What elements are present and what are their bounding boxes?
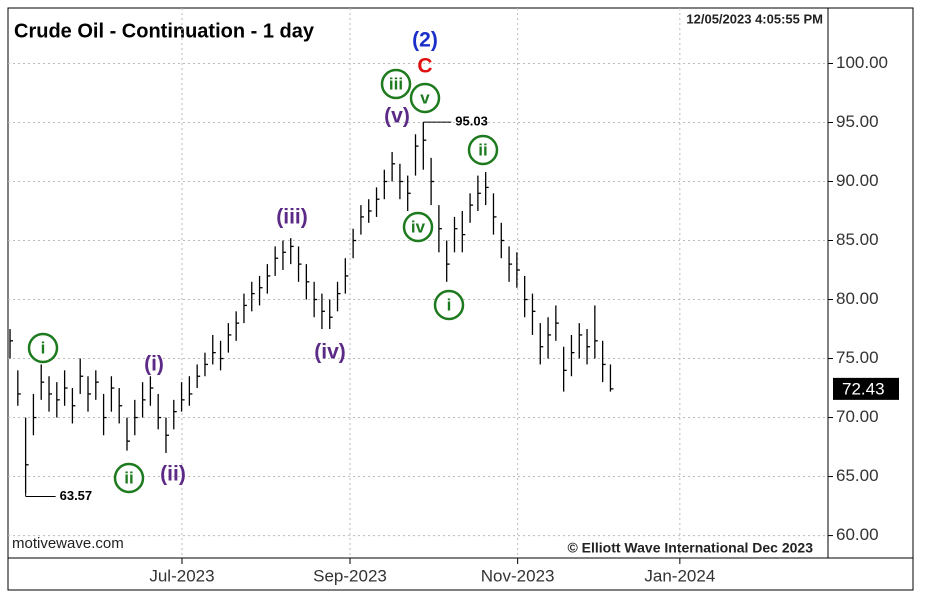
- wave-label: (iii): [276, 206, 308, 229]
- wave-label: i: [447, 295, 452, 314]
- y-tick-label: 95.00: [836, 112, 879, 131]
- y-tick-label: 90.00: [836, 171, 879, 190]
- wave-label: ii: [478, 140, 487, 159]
- wave-label: ii: [124, 468, 133, 487]
- wave-label: (i): [144, 353, 164, 376]
- high-label: 95.03: [455, 114, 488, 129]
- wave-label: iii: [389, 74, 403, 93]
- source: motivewave.com: [12, 535, 124, 552]
- wave-circle: [27, 332, 59, 364]
- y-tick-label: 65.00: [836, 466, 879, 485]
- wave-label: (iv): [314, 341, 346, 364]
- chart-title: Crude Oil - Continuation - 1 day: [14, 20, 315, 42]
- wave-circle: [467, 134, 499, 166]
- wave-label: iv: [411, 217, 426, 236]
- wave-circle: [402, 211, 434, 243]
- wave-label: (2): [412, 29, 438, 52]
- wave-circle: [113, 462, 145, 494]
- wave-circle: [380, 68, 412, 100]
- wave-label: (v): [384, 105, 410, 128]
- wave-label: v: [420, 88, 430, 107]
- y-tick-label: 100.00: [836, 53, 888, 72]
- copyright: © Elliott Wave International Dec 2023: [567, 540, 813, 556]
- price-tag: [833, 377, 899, 400]
- price-tag-label: 72.43: [842, 379, 885, 398]
- y-tick-label: 80.00: [836, 289, 879, 308]
- y-tick-label: 75.00: [836, 348, 879, 367]
- wave-circle: [409, 82, 441, 114]
- y-tick-label: 70.00: [836, 407, 879, 426]
- x-tick-label: Jul-2023: [149, 566, 214, 585]
- y-tick-label: 60.00: [836, 525, 879, 544]
- wave-label: (ii): [160, 463, 186, 486]
- x-tick-label: Nov-2023: [481, 566, 555, 585]
- wave-label: i: [41, 338, 46, 357]
- y-tick-label: 85.00: [836, 230, 879, 249]
- low-label: 63.57: [60, 488, 93, 503]
- x-tick-label: Jan-2024: [644, 566, 715, 585]
- timestamp: 12/05/2023 4:05:55 PM: [686, 11, 823, 26]
- wave-circle: [433, 289, 465, 321]
- x-tick-label: Sep-2023: [313, 566, 387, 585]
- wave-label: C: [417, 55, 432, 78]
